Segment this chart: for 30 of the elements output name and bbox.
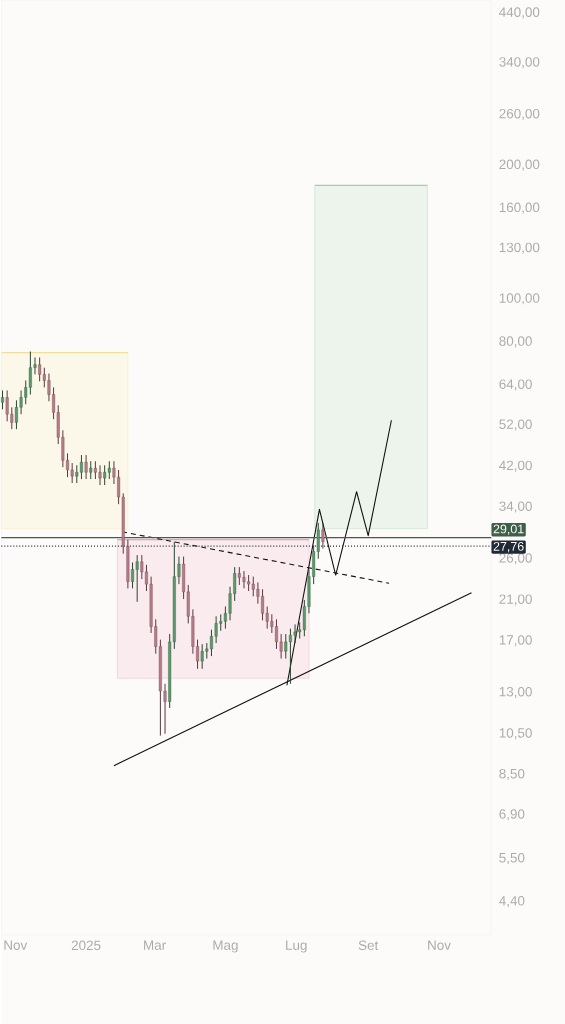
y-tick-label: 160,00 (499, 202, 540, 214)
y-tick-label: 5,50 (499, 852, 525, 865)
y-tick-label: 21,00 (499, 594, 532, 606)
y-tick-label: 260,00 (499, 108, 540, 120)
y-tick-label: 42,00 (498, 460, 532, 472)
y-tick-label: 64,00 (499, 379, 532, 391)
y-tick-label: 10,50 (499, 728, 532, 740)
y-tick-label: 80,00 (499, 336, 532, 348)
y-tick-label: 34,00 (499, 501, 532, 513)
y-tick-label: 17,00 (499, 635, 532, 647)
ref-line-label: 27,76 (493, 541, 524, 553)
y-tick-label: 200,00 (499, 159, 540, 171)
x-tick-label: Lug (286, 940, 307, 953)
y-tick-label: 8,50 (499, 768, 525, 781)
x-tick-label: Nov (428, 940, 451, 950)
y-tick-label: 26,00 (499, 553, 532, 565)
x-tick-label: Mar (144, 940, 166, 950)
x-tick-label: 2025 (71, 940, 101, 951)
ref-line-label: 29,01 (493, 524, 524, 535)
y-tick-label: 100,00 (499, 293, 540, 305)
y-tick-label: 4,40 (498, 896, 525, 908)
x-tick-label: Nov (4, 940, 28, 950)
y-tick-label: 13,00 (499, 686, 532, 699)
x-tick-label: Set (358, 940, 379, 951)
y-tick-label: 440,00 (498, 7, 540, 19)
y-tick-label: 340,00 (499, 57, 540, 69)
y-tick-label: 6,90 (499, 809, 525, 821)
y-tick-label: 130,00 (499, 242, 540, 254)
y-tick-label: 52,00 (499, 419, 532, 431)
x-tick-label: Mag (213, 940, 238, 953)
